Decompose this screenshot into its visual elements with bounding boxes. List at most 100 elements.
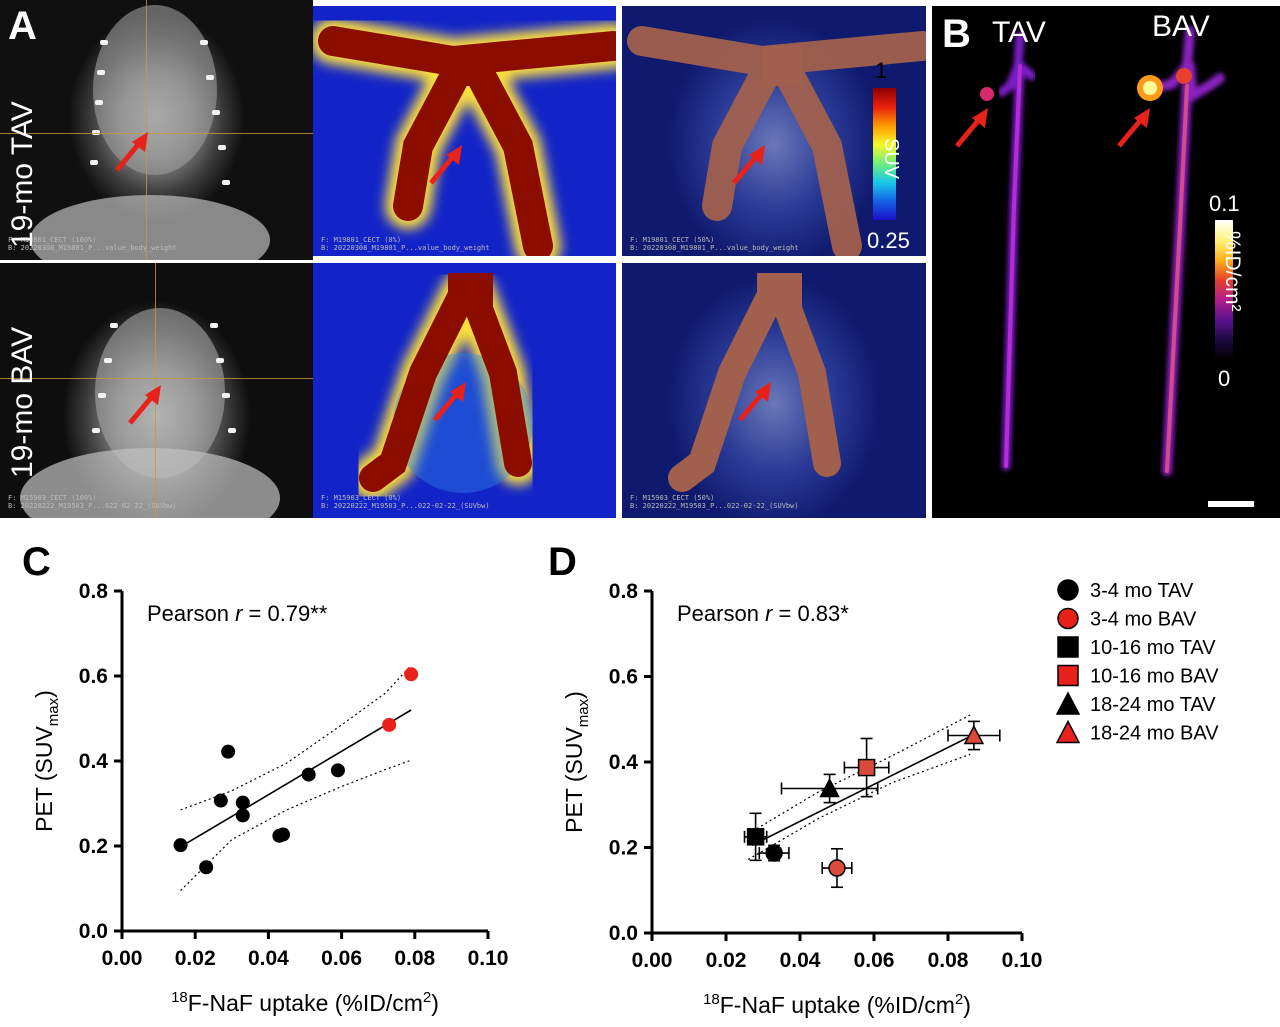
fused-image-bav: F: M15903_CECT (50%) B: 20220222_M19503_… — [622, 263, 926, 518]
y-tick-label: 0.4 — [609, 751, 639, 774]
panel-d-tag: D — [548, 540, 577, 584]
footnote: F: M19801_CECT (0%) B: 20220308_M19801_P… — [321, 236, 490, 252]
ct-image-tav: F: M19801_CECT (100%) B: 20220308_M19801… — [0, 0, 313, 260]
arrow-icon — [128, 385, 161, 425]
legend-marker — [1057, 636, 1079, 658]
row-label-tav: 19-mo TAV — [6, 101, 39, 248]
x-tick-label: 0.08 — [928, 949, 969, 972]
suv-colorbar-label: SUV — [880, 138, 902, 180]
footnote: F: M15903_CECT (0%) B: 20220222_M19503_P… — [321, 494, 490, 510]
footnote: F: M15903_CECT (100%) B: 20220222_M19503… — [8, 494, 177, 510]
footnote: F: M19801_CECT (100%) B: 20220308_M19801… — [8, 236, 177, 252]
data-point — [746, 828, 765, 846]
x-tick-label: 0.02 — [706, 949, 747, 972]
uptake-colorbar-label: %ID/cm² — [1221, 231, 1244, 312]
data-point — [857, 758, 876, 777]
regression-line — [180, 709, 412, 848]
arrow-icon — [732, 145, 765, 185]
legend-label: 18-24 mo BAV — [1090, 723, 1219, 745]
x-tick-label: 0.04 — [248, 947, 289, 970]
pearson-annotation: Pearson r = 0.79** — [147, 601, 328, 626]
legend-marker — [1055, 719, 1081, 744]
suv-colorbar-max: 1 — [875, 58, 888, 83]
panel-a-tag: A — [8, 4, 37, 48]
arrow-icon — [1117, 108, 1150, 148]
footnote: F: M15903_CECT (50%) B: 20220222_M19503_… — [630, 494, 799, 510]
panel-b-tag: B — [942, 12, 971, 56]
arrow-icon — [738, 382, 771, 422]
confidence-band-lower — [180, 759, 412, 892]
data-point — [330, 763, 345, 778]
data-point — [276, 827, 291, 842]
legend-label: 10-16 mo BAV — [1090, 666, 1219, 688]
legend-label: 3-4 mo TAV — [1090, 580, 1194, 602]
x-axis-label: 18F-NaF uptake (%ID/cm2) — [703, 991, 971, 1018]
bav-label: BAV — [1152, 10, 1210, 43]
arrow-icon — [433, 382, 466, 422]
data-point — [765, 844, 783, 862]
x-tick-label: 0.06 — [321, 947, 362, 970]
scatter-chart-d: 0.00 0.02 0.04 0.06 0.08 0.10 0.0 0.2 0.4 0.6 0.8 1… — [561, 579, 1219, 1018]
pearson-annotation: Pearson r = 0.83* — [677, 601, 849, 626]
arrow-icon — [429, 145, 462, 185]
y-tick-label: 0.0 — [79, 920, 108, 943]
legend-marker — [1055, 691, 1081, 715]
y-tick-label: 0.6 — [609, 666, 638, 689]
legend-label: 10-16 mo TAV — [1090, 637, 1216, 659]
panel-c-tag: C — [22, 540, 51, 584]
data-point — [828, 859, 846, 877]
tav-label: TAV — [992, 16, 1046, 49]
y-axis-label: PET (SUVmax) — [561, 691, 592, 833]
row-label-bav: 19-mo BAV — [6, 326, 39, 478]
panel-b: B TAV BAV 0.1 %ID/cm² 0 — [932, 6, 1280, 518]
legend-label: 3-4 mo BAV — [1090, 609, 1197, 631]
pet-image-bav: F: M15903_CECT (0%) B: 20220222_M19503_P… — [313, 263, 616, 518]
arrow-icon — [115, 132, 148, 172]
y-axis-label: PET (SUVmax) — [31, 690, 62, 832]
y-tick-label: 0.8 — [609, 580, 639, 603]
y-tick-label: 0.2 — [609, 837, 638, 860]
scale-bar — [1208, 501, 1254, 507]
pet-image-tav: F: M19801_CECT (0%) B: 20220308_M19801_P… — [313, 6, 616, 256]
x-tick-label: 0.00 — [102, 947, 143, 970]
uptake-colorbar-max: 0.1 — [1209, 191, 1240, 216]
footnote: F: M19801_CECT (50%) B: 20220308_M19801_… — [630, 236, 799, 252]
y-tick-label: 0.4 — [79, 750, 109, 773]
y-tick-label: 0.0 — [609, 922, 638, 945]
data-point — [963, 724, 985, 745]
confidence-band-upper — [747, 714, 971, 835]
x-tick-label: 0.02 — [175, 947, 216, 970]
data-point — [221, 744, 236, 759]
uptake-colorbar-min: 0 — [1218, 366, 1231, 391]
suv-colorbar-min: 0.25 — [867, 228, 910, 253]
data-point — [213, 793, 228, 808]
arrow-icon — [955, 108, 988, 148]
uptake-colorbar-gradient — [1215, 220, 1233, 360]
suv-colorbar-gradient — [873, 88, 896, 220]
scatter-chart-c: 0.00 0.02 0.04 0.06 0.08 0.10 0.0 0.2 0.4 0.6 0.8 1… — [31, 580, 509, 1016]
data-point — [819, 777, 840, 798]
y-tick-label: 0.2 — [79, 835, 108, 858]
y-tick-label: 0.6 — [79, 665, 108, 688]
data-point — [199, 860, 214, 875]
data-point — [235, 795, 250, 810]
x-tick-label: 0.04 — [780, 949, 821, 972]
regression-line — [751, 735, 971, 847]
x-tick-label: 0.10 — [1002, 949, 1043, 972]
x-tick-label: 0.10 — [468, 947, 509, 970]
x-axis-label: 18F-NaF uptake (%ID/cm2) — [171, 989, 439, 1016]
x-tick-label: 0.08 — [394, 947, 435, 970]
data-point — [301, 767, 316, 782]
legend-marker — [1057, 607, 1079, 630]
x-tick-label: 0.00 — [632, 949, 673, 972]
data-point — [382, 717, 397, 732]
legend-marker — [1057, 579, 1079, 601]
legend-label: 18-24 mo TAV — [1090, 694, 1216, 716]
y-tick-label: 0.8 — [79, 580, 109, 603]
data-point — [235, 808, 250, 823]
data-point — [173, 838, 188, 853]
confidence-band-lower — [747, 753, 971, 860]
legend-marker — [1057, 664, 1079, 687]
fused-image-tav: F: M19801_CECT (50%) B: 20220308_M19801_… — [622, 6, 926, 256]
x-tick-label: 0.06 — [854, 949, 895, 972]
